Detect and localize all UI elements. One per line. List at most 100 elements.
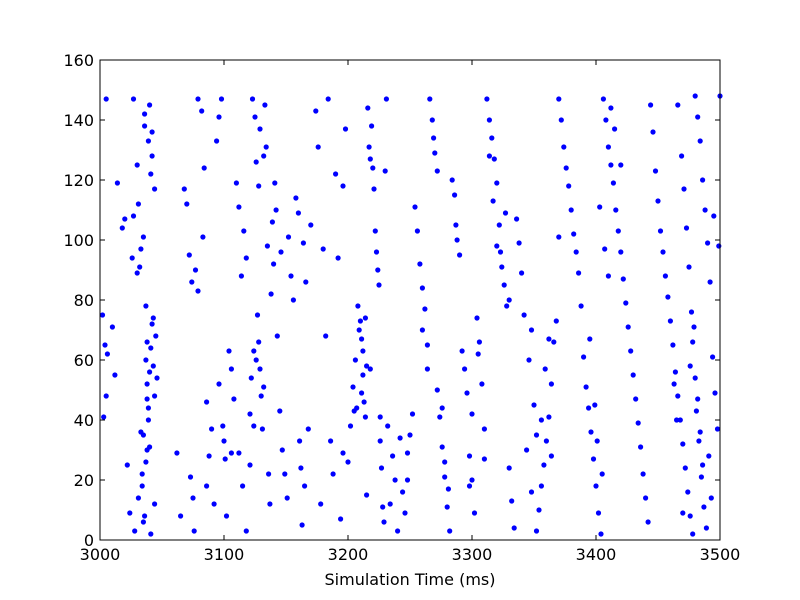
spike-point [305, 426, 311, 432]
spike-point [258, 393, 264, 399]
spike-point [114, 180, 120, 186]
spike-point [698, 474, 705, 480]
spike-point [345, 459, 351, 465]
spike-point [687, 363, 693, 369]
spike-point [444, 504, 450, 510]
spike-point [200, 234, 206, 240]
x-tick-label: 3400 [576, 545, 617, 564]
spike-point [381, 519, 387, 525]
spike-point [257, 126, 263, 132]
x-tick-label: 3300 [452, 545, 493, 564]
spike-point [409, 411, 416, 417]
spike-point [702, 207, 708, 213]
spike-points [99, 93, 723, 537]
spike-point [662, 273, 669, 279]
spike-point [419, 327, 425, 333]
spike-point [199, 108, 205, 114]
spike-point [130, 213, 137, 219]
spike-point [454, 237, 460, 243]
y-tick-label: 80 [74, 291, 94, 310]
spike-point [104, 351, 110, 357]
y-tick-label: 0 [84, 531, 94, 550]
spike-point [236, 450, 242, 456]
spike-point [150, 363, 156, 369]
spike-point [226, 348, 232, 354]
spike-point [147, 369, 153, 375]
x-tick-label: 3200 [328, 545, 369, 564]
spike-point [442, 459, 448, 465]
spike-point [256, 183, 262, 189]
spike-point [546, 336, 552, 342]
spike-point [233, 180, 239, 186]
spike-point [318, 501, 324, 507]
spike-point [434, 387, 440, 393]
spike-point [475, 351, 481, 357]
spike-point [402, 510, 408, 516]
spike-point [439, 444, 445, 450]
spike-point [548, 381, 555, 387]
spike-point [359, 390, 365, 396]
spike-point [288, 273, 294, 279]
spike-point [625, 324, 631, 330]
spike-point [546, 414, 552, 420]
spike-point [568, 207, 574, 213]
spike-point [303, 279, 309, 285]
spike-point [248, 375, 254, 381]
spike-point [367, 366, 373, 372]
spike-point [640, 471, 646, 477]
spike-point [214, 138, 220, 144]
spike-point [367, 156, 373, 162]
spike-point [449, 177, 455, 183]
spike-point [588, 429, 594, 435]
spike-point [148, 531, 154, 537]
spike-point [638, 444, 644, 450]
spike-point [683, 225, 690, 231]
spike-point [267, 501, 273, 507]
spike-point [504, 303, 510, 309]
spike-point [511, 525, 517, 531]
spike-point [282, 471, 288, 477]
spike-point [148, 345, 154, 351]
spike-point [293, 195, 299, 201]
spike-point [152, 501, 158, 507]
spike-point [675, 393, 681, 399]
spike-point [371, 186, 377, 192]
spike-point [243, 255, 249, 261]
spike-point [360, 348, 366, 354]
spike-point [466, 453, 473, 459]
spike-point [610, 180, 617, 186]
spike-point [271, 261, 277, 267]
spike-point [247, 411, 253, 417]
spike-point [143, 303, 149, 309]
spike-point [533, 528, 540, 534]
spike-point [414, 228, 420, 234]
spike-point [453, 222, 459, 228]
spike-point [99, 312, 106, 318]
spike-point [361, 399, 367, 405]
spike-point [679, 153, 685, 159]
spike-point [222, 456, 228, 462]
spike-point [571, 231, 577, 237]
spike-point [102, 342, 108, 348]
spike-point [618, 249, 624, 255]
spike-point [471, 510, 478, 516]
spike-point [469, 477, 475, 483]
spike-point [635, 420, 641, 426]
spike-point [350, 384, 356, 390]
spike-point [206, 453, 212, 459]
spike-point [278, 249, 284, 255]
spike-point [501, 282, 507, 288]
spike-point [191, 528, 197, 534]
spike-point [135, 495, 141, 501]
spike-point [695, 114, 701, 120]
spike-point [357, 318, 363, 324]
spike-point [533, 432, 540, 438]
spike-point [650, 129, 656, 135]
spike-point [192, 267, 199, 273]
spike-point [138, 246, 144, 252]
spike-point [595, 510, 602, 516]
spike-point [703, 525, 710, 531]
spike-point [481, 426, 487, 432]
spike-point [586, 405, 592, 411]
